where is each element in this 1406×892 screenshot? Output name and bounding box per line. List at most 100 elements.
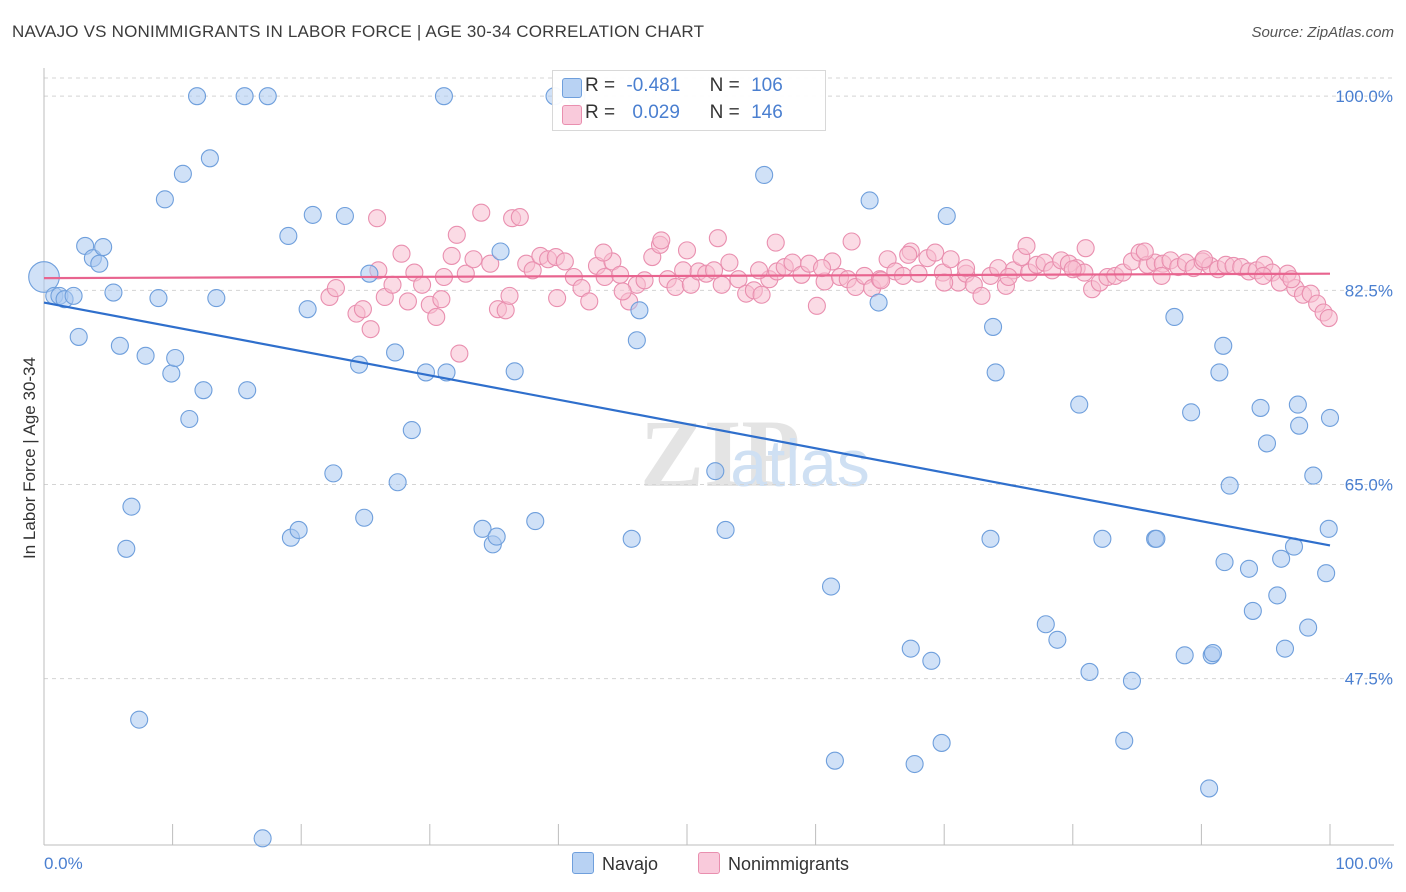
- navajo-point: [1239, 559, 1259, 578]
- x-tick-label: 100.0%: [1335, 854, 1393, 873]
- navajo-point: [1122, 671, 1142, 690]
- y-tick-label: 82.5%: [1345, 281, 1393, 300]
- navajo-point: [526, 512, 545, 531]
- navajo-point: [1257, 434, 1277, 453]
- navajo-point: [622, 529, 641, 548]
- legend-row-navajo: R = -0.481 N = 106: [562, 75, 783, 99]
- navajo-point: [324, 464, 343, 483]
- nonimmigrants-point: [392, 244, 411, 263]
- navajo-point: [360, 264, 379, 283]
- navajo-point: [355, 508, 374, 527]
- navajo-point: [1070, 395, 1089, 414]
- navajo-point: [1165, 307, 1184, 326]
- watermark-atlas: atlas: [730, 426, 869, 500]
- nonimmigrants-point: [523, 261, 542, 280]
- nonimmigrants-point: [572, 279, 591, 298]
- bottom-legend-nonimmigrants: Nonimmigrants: [698, 852, 849, 876]
- nonimmigrants-point: [1152, 266, 1171, 285]
- navajo-point: [491, 242, 510, 261]
- navajo-point: [1304, 466, 1323, 485]
- navajo-point: [755, 165, 774, 185]
- navajo-point: [981, 529, 1000, 548]
- nonimmigrants-point: [842, 232, 861, 251]
- navajo-legend-swatch: [572, 852, 594, 874]
- navajo-point: [1243, 601, 1262, 620]
- navajo-point: [1036, 615, 1055, 634]
- navajo-point: [289, 520, 308, 539]
- navajo-point: [1182, 403, 1201, 422]
- y-tick-label: 65.0%: [1345, 475, 1393, 494]
- navajo-point: [1093, 529, 1112, 548]
- navajo-point: [1210, 363, 1229, 382]
- nonimmigrants-point: [383, 275, 402, 294]
- navajo-point: [258, 87, 277, 106]
- navajo-point: [905, 754, 924, 774]
- navajo-point: [335, 206, 354, 226]
- nonimmigrants-point: [594, 243, 613, 262]
- nonimmigrants-point: [708, 229, 727, 248]
- nonimmigrants-point: [413, 275, 432, 294]
- navajo-point: [922, 651, 941, 670]
- navajo-point: [187, 87, 207, 106]
- nonimmigrants-point: [766, 233, 785, 252]
- nonimmigrants-legend-label: Nonimmigrants: [728, 854, 850, 874]
- nonimmigrants-point: [442, 246, 461, 265]
- nonimmigrants-point: [326, 279, 345, 298]
- navajo-point: [1115, 731, 1134, 750]
- nonimmigrants-point: [957, 259, 976, 278]
- nonimmigrants-point: [899, 245, 918, 264]
- navajo-point: [1299, 618, 1318, 637]
- nonimmigrants-point: [472, 203, 491, 222]
- legend-nonimm-n: 146: [751, 102, 783, 123]
- navajo-point: [303, 205, 322, 224]
- navajo-point: [279, 226, 298, 246]
- navajo-point: [821, 577, 841, 596]
- nonimmigrants-point: [1282, 270, 1301, 289]
- navajo-point: [1147, 529, 1166, 548]
- navajo-point: [1319, 519, 1338, 538]
- source-label: Source: ZipAtlas.com: [1251, 24, 1394, 41]
- nonimmigrants-point: [677, 241, 697, 260]
- navajo-point: [402, 421, 421, 440]
- nonimmigrants-swatch: [562, 105, 582, 125]
- y-tick-label: 47.5%: [1345, 670, 1393, 689]
- navajo-point: [630, 301, 649, 320]
- navajo-swatch: [562, 78, 582, 98]
- navajo-point: [1288, 395, 1307, 414]
- navajo-point: [416, 363, 435, 382]
- nonimmigrants-point: [398, 292, 417, 311]
- navajo-point: [90, 254, 109, 273]
- navajo-point: [716, 520, 735, 539]
- nonimmigrants-point: [909, 264, 928, 283]
- navajo-point: [253, 829, 272, 848]
- navajo-point: [235, 87, 254, 106]
- watermark-zip: ZIP: [640, 400, 800, 507]
- navajo-point: [487, 527, 506, 546]
- navajo-point: [238, 381, 257, 400]
- legend-n-label: N =: [709, 75, 740, 96]
- nonimmigrants-point: [935, 273, 954, 292]
- navajo-point: [505, 362, 524, 381]
- navajo-point: [901, 639, 920, 658]
- correlation-legend: R = -0.481 N = 106 R = 0.029 N = 146: [552, 70, 826, 131]
- navajo-point: [194, 381, 213, 400]
- nonimmigrants-point: [427, 307, 446, 326]
- navajo-point: [1214, 336, 1233, 355]
- legend-r-label: R =: [585, 102, 616, 123]
- navajo-point: [1290, 416, 1309, 435]
- nonimmigrants-point: [807, 296, 826, 315]
- navajo-point: [69, 327, 88, 346]
- navajo-point: [984, 317, 1003, 336]
- navajo-point: [1080, 662, 1099, 681]
- nonimmigrants-legend-swatch: [698, 852, 720, 874]
- nonimmigrants-point: [652, 231, 671, 250]
- nonimmigrants-point: [999, 267, 1018, 287]
- nonimmigrants-trend-line: [43, 272, 1331, 280]
- navajo-point: [1175, 646, 1194, 665]
- nonimmigrants-point: [548, 289, 567, 308]
- navajo-point: [932, 733, 951, 752]
- navajo-point: [104, 283, 123, 302]
- navajo-point: [1251, 398, 1270, 417]
- y-tick-label: 100.0%: [1335, 87, 1393, 106]
